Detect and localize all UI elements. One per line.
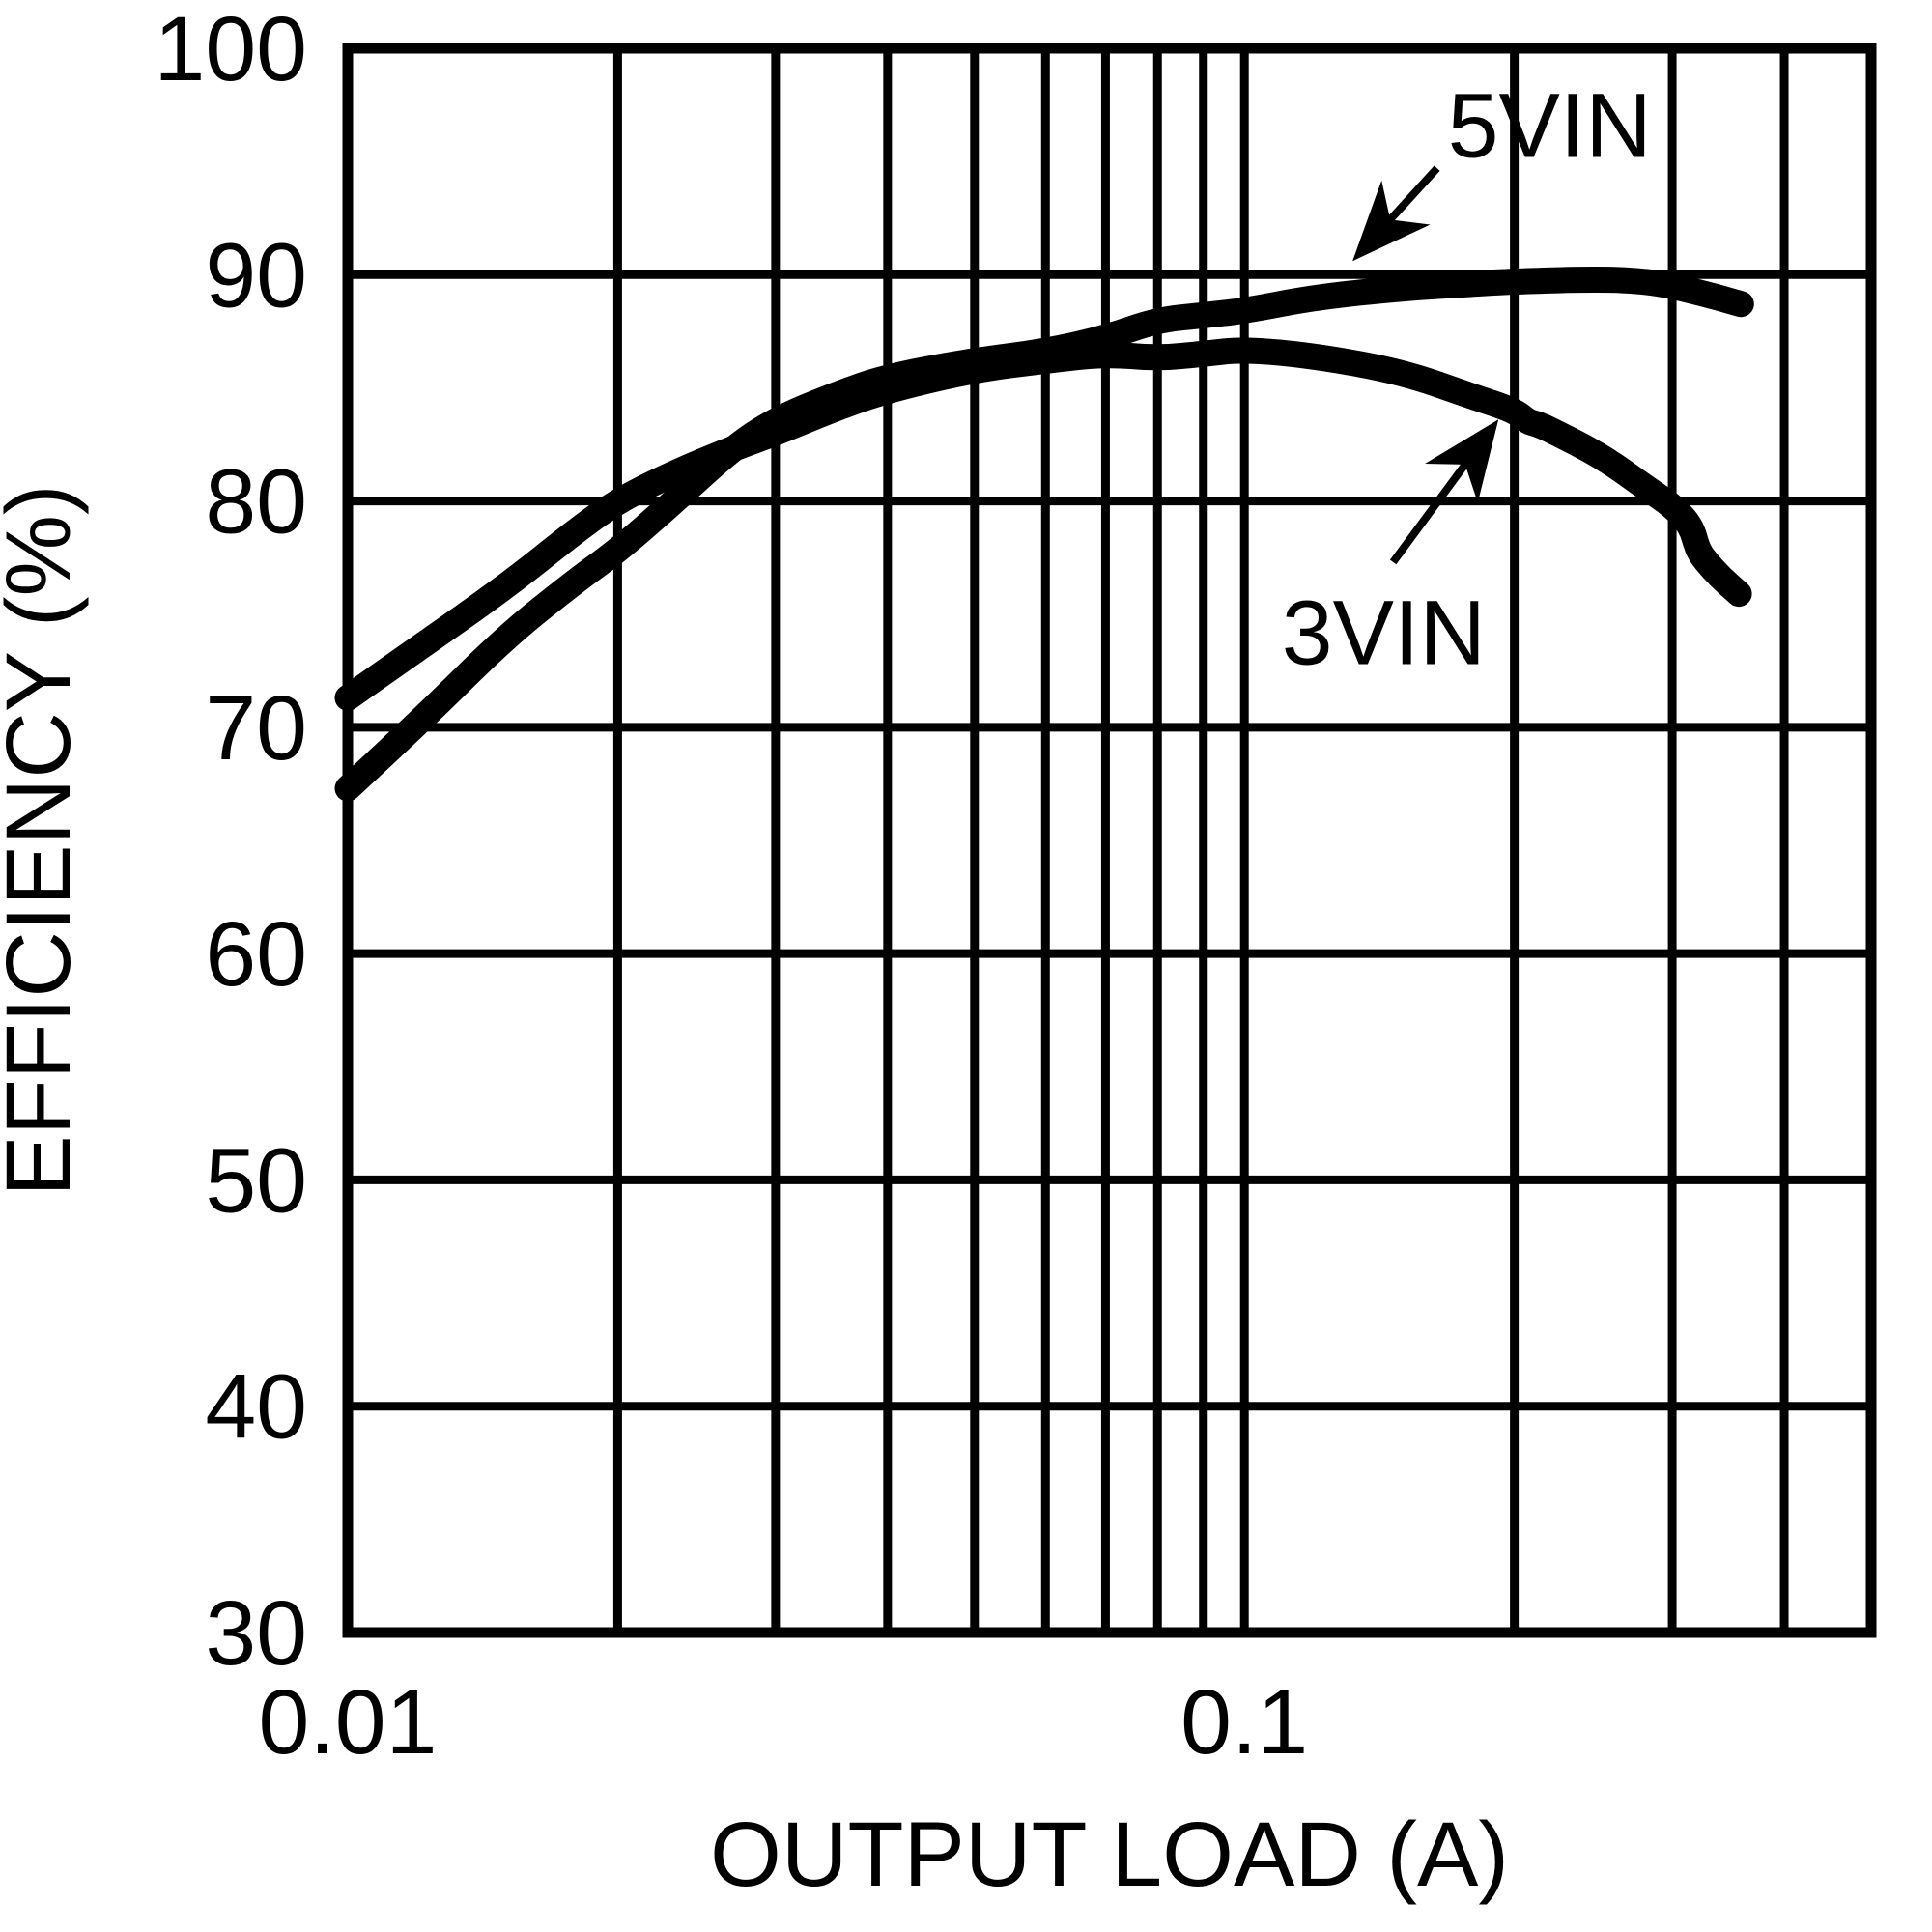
y-tick-label: 60 <box>205 903 307 1006</box>
x-axis-title: OUTPUT LOAD (A) <box>710 1804 1509 1906</box>
series-label-5vin: 5VIN <box>1448 75 1652 178</box>
x-tick-label: 0.1 <box>1180 1671 1308 1774</box>
y-axis-title: EFFICIENCY (%) <box>0 484 90 1196</box>
y-tick-label: 100 <box>154 0 307 100</box>
plot-frame <box>342 43 1877 1638</box>
y-tick-label: 50 <box>205 1129 307 1232</box>
y-tick-label: 70 <box>205 677 307 780</box>
annotation-arrow-line <box>1387 165 1440 223</box>
y-tick-label: 30 <box>205 1582 307 1685</box>
series-3vin-curve <box>334 337 1752 711</box>
y-tick-label: 80 <box>205 451 307 554</box>
annotation-arrow-line <box>1389 462 1468 565</box>
annotation-arrowhead <box>1425 419 1499 503</box>
x-tick-label: 0.01 <box>259 1671 438 1774</box>
y-tick-label: 90 <box>205 224 307 327</box>
y-tick-label: 40 <box>205 1356 307 1459</box>
series-label-3vin: 3VIN <box>1282 582 1486 684</box>
annotation-arrowhead <box>1352 180 1431 262</box>
